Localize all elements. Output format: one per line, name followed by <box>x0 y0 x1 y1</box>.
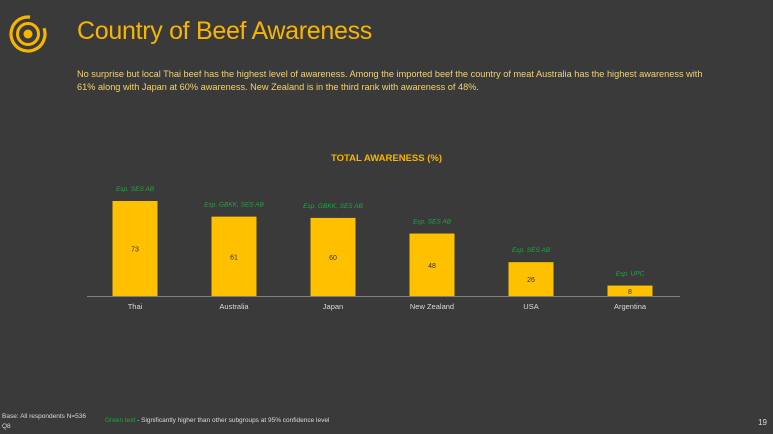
x-tick-label: Thai <box>128 302 143 311</box>
significance-annotation: Esp. SES AB <box>512 247 551 254</box>
significance-annotation: Esp. UPC <box>616 271 645 278</box>
bar-australia <box>211 216 257 296</box>
base-line-1: Base: All respondents N=536 <box>2 413 87 420</box>
significance-annotation: Esp. SES AB <box>116 186 155 193</box>
bar-new-zealand <box>409 233 455 296</box>
data-label: 8 <box>628 289 632 296</box>
significance-annotation: Esp. GBKK, SES AB <box>204 202 264 209</box>
base-note: Base: All respondents N=536 Q8 <box>2 412 86 432</box>
data-label: 26 <box>527 277 535 284</box>
page-title: Country of Beef Awareness <box>77 17 372 45</box>
data-label: 48 <box>428 263 436 270</box>
bar-usa <box>508 262 554 296</box>
data-label: 73 <box>131 247 139 254</box>
legend-green-text: Green text <box>105 417 136 424</box>
significance-annotation: Esp. SES AB <box>413 219 452 226</box>
x-tick-label: Japan <box>323 302 343 311</box>
significance-annotation: Esp. GBKK, SES AB <box>303 203 363 210</box>
significance-legend: Green text - Significantly higher than o… <box>105 417 329 424</box>
legend-description: - Significantly higher than other subgro… <box>135 417 330 424</box>
x-tick-label: Argentina <box>614 302 647 311</box>
base-line-2: Q8 <box>2 423 11 430</box>
chart-title: TOTAL AWARENESS (%) <box>330 153 443 164</box>
x-tick-label: New Zealand <box>410 302 454 311</box>
bar-argentina <box>607 285 653 296</box>
data-label: 60 <box>329 255 337 262</box>
page-number: 19 <box>758 418 767 427</box>
summary-text: No surprise but local Thai beef has the … <box>77 69 703 92</box>
x-tick-label: Australia <box>219 302 249 311</box>
bar-thai <box>112 201 158 296</box>
bar-japan <box>310 217 356 296</box>
concentric-circles-logo-icon <box>9 15 47 53</box>
x-tick-label: USA <box>523 302 538 311</box>
data-label: 61 <box>230 254 238 261</box>
